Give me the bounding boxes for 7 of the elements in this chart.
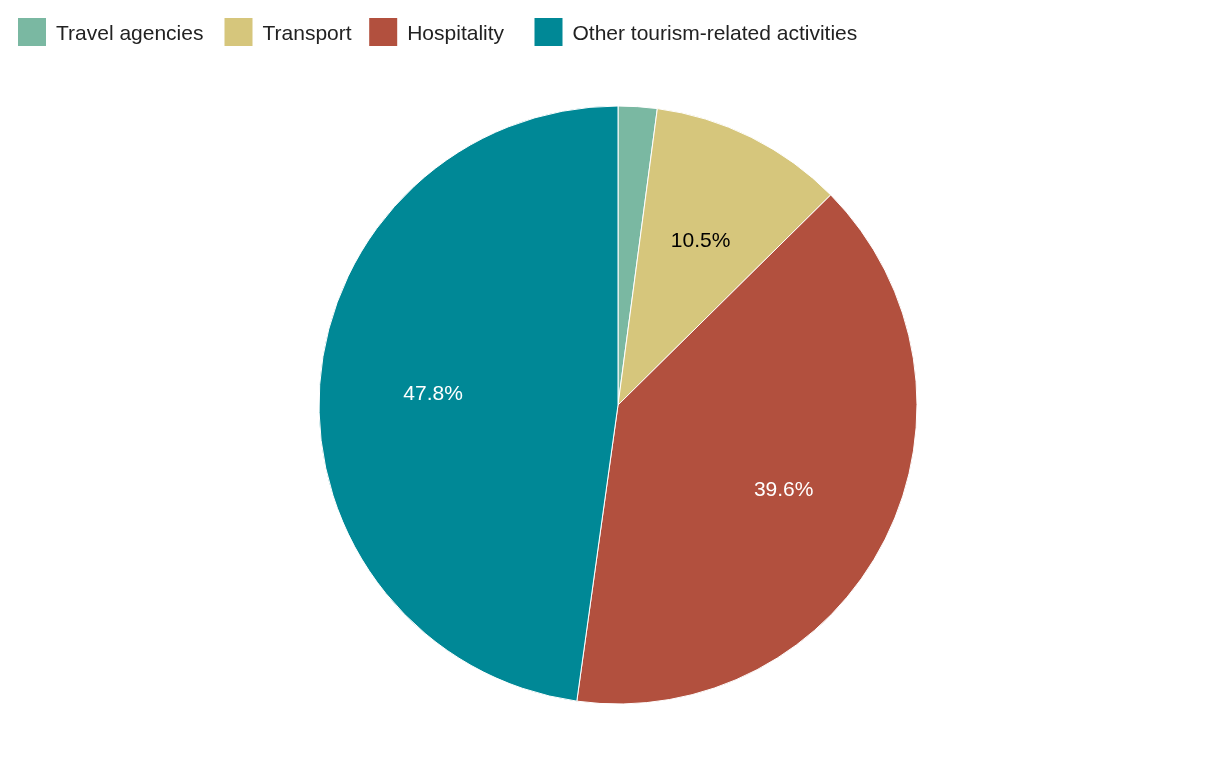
legend-label: Hospitality (407, 20, 505, 44)
legend-label: Transport (262, 20, 352, 44)
legend-label: Other tourism-related activities (572, 20, 858, 44)
data-label: 10.5% (670, 227, 731, 251)
data-label: 39.6% (753, 476, 814, 500)
data-label: 47.8% (403, 380, 463, 404)
legend-label: Travel agencies (56, 20, 204, 44)
